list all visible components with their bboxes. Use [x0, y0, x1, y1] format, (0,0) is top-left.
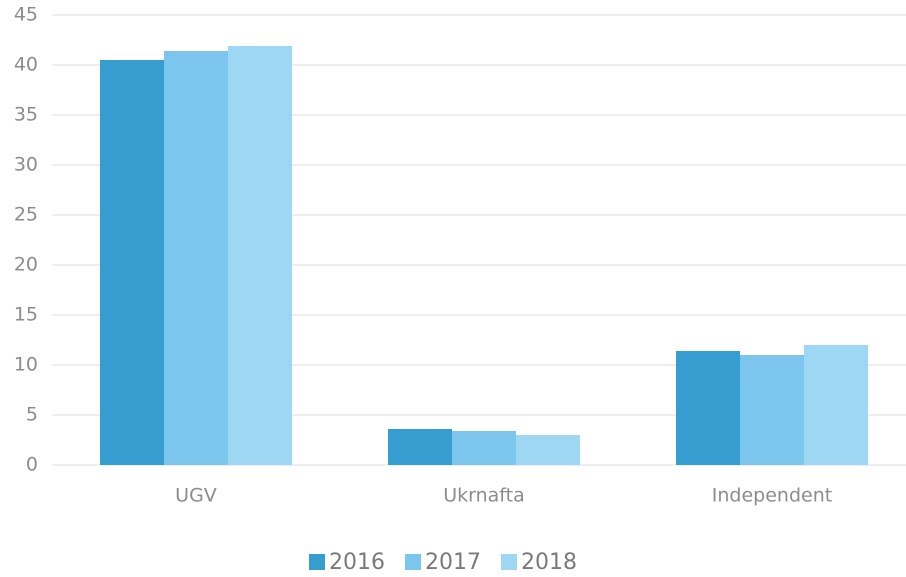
bar [228, 46, 292, 465]
y-tick-label: 40 [14, 54, 38, 76]
x-tick-label: UGV [175, 485, 217, 507]
y-tick-label: 0 [26, 454, 38, 476]
legend-label: 2016 [329, 550, 385, 575]
y-tick-label: 10 [14, 354, 38, 376]
legend-swatch [405, 554, 421, 570]
legend-swatch [309, 554, 325, 570]
y-tick-label: 5 [26, 404, 38, 426]
bar [388, 429, 452, 465]
bar [740, 355, 804, 465]
bar [164, 51, 228, 465]
bar [452, 431, 516, 465]
bar [100, 60, 164, 465]
legend-label: 2017 [425, 550, 481, 575]
legend-label: 2018 [521, 550, 577, 575]
y-tick-label: 20 [14, 254, 38, 276]
y-tick-label: 15 [14, 304, 38, 326]
y-tick-label: 30 [14, 154, 38, 176]
x-tick-label: Independent [712, 485, 832, 507]
y-tick-label: 25 [14, 204, 38, 226]
bar [676, 351, 740, 465]
y-tick-label: 45 [14, 4, 38, 26]
bar [516, 435, 580, 465]
y-tick-label: 35 [14, 104, 38, 126]
legend-swatch [501, 554, 517, 570]
bar [804, 345, 868, 465]
x-tick-label: Ukrnafta [443, 485, 525, 507]
